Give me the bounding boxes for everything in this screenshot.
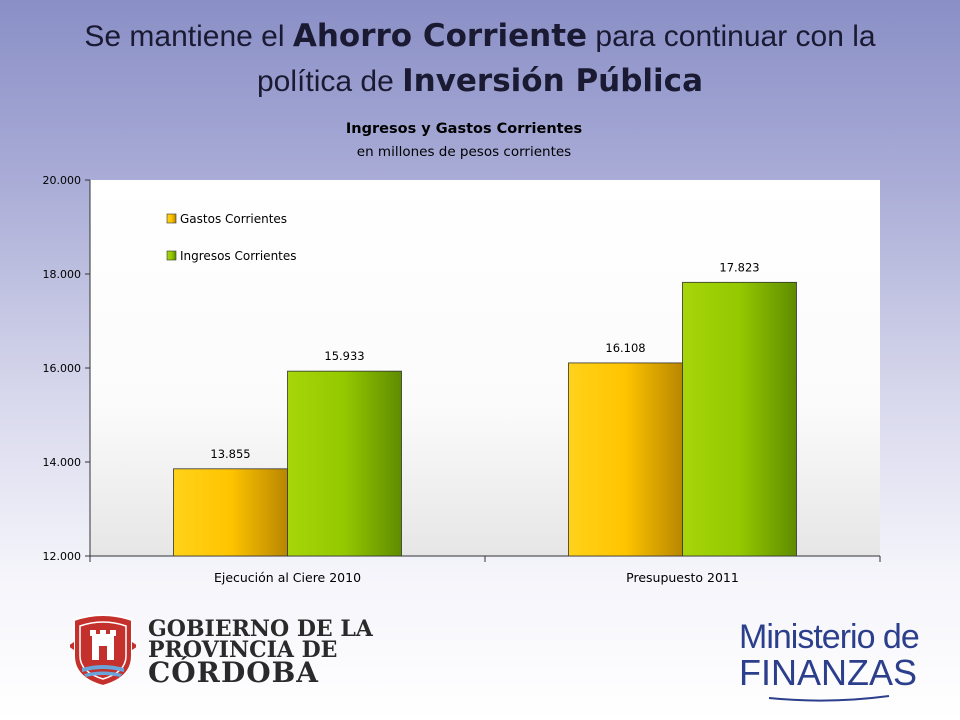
data-label: 15.933 bbox=[324, 349, 364, 363]
x-tick-label: Ejecución al Ciere 2010 bbox=[214, 570, 361, 585]
ministerio-finanzas-logo: Ministerio de FINANZAS bbox=[733, 618, 920, 708]
data-label: 13.855 bbox=[210, 447, 250, 461]
logo-left-line3: CÓRDOBA bbox=[148, 656, 320, 689]
slide-title-line2: política de Inversión Pública bbox=[0, 59, 960, 104]
logo-left-line2: PROVINCIA DE bbox=[148, 637, 338, 663]
y-tick-label: 20.000 bbox=[43, 174, 82, 187]
bar bbox=[173, 468, 288, 557]
title-bold-1: Ahorro Corriente bbox=[292, 18, 588, 54]
chart-subtitle: en millones de pesos corrientes bbox=[357, 144, 571, 160]
cordoba-shield-icon bbox=[70, 614, 136, 688]
chart-title: Ingresos y Gastos Corrientes bbox=[346, 121, 582, 137]
legend-label: Gastos Corrientes bbox=[180, 212, 287, 226]
y-tick-label: 12.000 bbox=[43, 550, 82, 563]
title-text-2: para continuar con la bbox=[587, 20, 876, 53]
logo-left-line1: GOBIERNO DE LA bbox=[148, 616, 373, 642]
logo-right-line1: Ministerio de bbox=[739, 618, 920, 656]
slide-title-line1: Se mantiene el Ahorro Corriente para con… bbox=[0, 14, 960, 59]
title-bold-2: Inversión Pública bbox=[402, 63, 703, 99]
logo-right-line2: FINANZAS bbox=[739, 652, 918, 693]
bar bbox=[682, 281, 797, 557]
slide-title: Se mantiene el Ahorro Corriente para con… bbox=[0, 14, 960, 104]
y-tick-label: 16.000 bbox=[43, 362, 82, 375]
title-text-1: Se mantiene el bbox=[84, 20, 293, 53]
finanzas-swoosh-icon bbox=[768, 695, 890, 702]
legend-label: Ingresos Corrientes bbox=[180, 249, 297, 263]
data-label: 16.108 bbox=[605, 341, 645, 355]
bar bbox=[568, 362, 683, 557]
y-tick-label: 14.000 bbox=[43, 456, 82, 469]
legend-swatch bbox=[166, 213, 177, 224]
bar-chart: Ingresos y Gastos Corrientes en millones… bbox=[43, 121, 881, 585]
y-tick-label: 18.000 bbox=[43, 268, 82, 281]
title-text-3: política de bbox=[257, 65, 403, 98]
bar bbox=[287, 370, 402, 557]
bars: 13.855 15.933 16.108 17.823 bbox=[173, 260, 797, 557]
data-label: 17.823 bbox=[719, 260, 759, 274]
legend-swatch bbox=[166, 250, 177, 261]
x-tick-label: Presupuesto 2011 bbox=[626, 570, 739, 585]
legend: Gastos Corrientes Ingresos Corrientes bbox=[166, 212, 297, 263]
